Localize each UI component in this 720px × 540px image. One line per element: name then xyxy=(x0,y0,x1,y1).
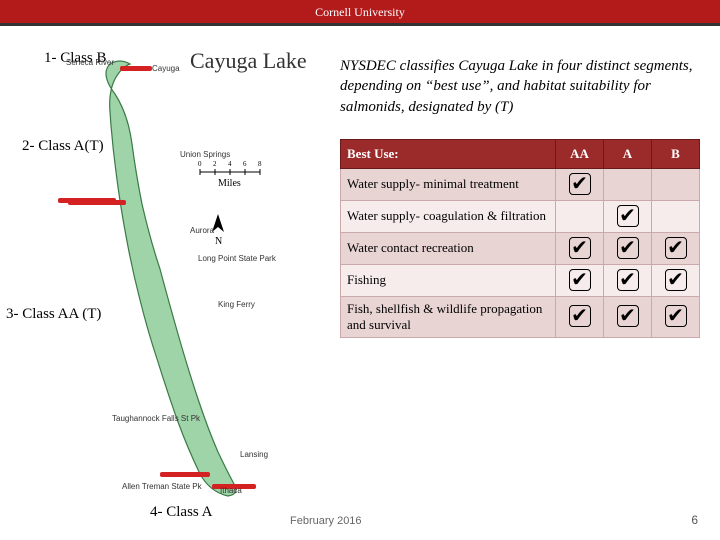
check-icon: ✔ xyxy=(617,305,639,327)
check-icon: ✔ xyxy=(617,205,639,227)
map-point-9: Allen Treman State Pk xyxy=(122,482,202,491)
svg-text:8: 8 xyxy=(258,160,262,168)
north-label: N xyxy=(215,236,222,247)
check-icon: ✔ xyxy=(665,305,687,327)
description-text: NYSDEC classifies Cayuga Lake in four di… xyxy=(340,56,700,117)
th-bestuse: Best Use: xyxy=(341,139,556,168)
row-label: Fish, shellfish & wildlife propagation a… xyxy=(341,296,556,337)
svg-text:6: 6 xyxy=(243,160,247,168)
segment-divider-2 xyxy=(68,200,126,205)
cell-b: ✔ xyxy=(652,296,700,337)
check-icon: ✔ xyxy=(617,269,639,291)
table-row: Water contact recreation ✔ ✔ ✔ xyxy=(341,232,700,264)
map-label-class-a: 4- Class A xyxy=(150,504,213,521)
cell-b xyxy=(652,200,700,232)
right-column: NYSDEC classifies Cayuga Lake in four di… xyxy=(340,56,700,338)
cell-a: ✔ xyxy=(604,296,652,337)
cell-b xyxy=(652,168,700,200)
row-label: Water supply- coagulation & filtration xyxy=(341,200,556,232)
segment-divider-3 xyxy=(160,472,210,477)
scale-label: Miles xyxy=(218,178,241,189)
lake-shape: 0 2 4 6 8 Miles N xyxy=(60,54,290,514)
cell-a xyxy=(604,168,652,200)
map-area: Cayuga Lake 0 2 4 6 8 Miles xyxy=(0,26,330,537)
table-row: Fishing ✔ ✔ ✔ xyxy=(341,264,700,296)
cell-a: ✔ xyxy=(604,232,652,264)
cell-aa: ✔ xyxy=(556,232,604,264)
map-point-2: Union Springs xyxy=(180,150,230,159)
check-icon: ✔ xyxy=(617,237,639,259)
map-label-class-aat: 3- Class AA (T) xyxy=(6,306,101,323)
check-icon: ✔ xyxy=(569,173,591,195)
segment-divider-0 xyxy=(120,66,152,71)
map-point-3: Aurora xyxy=(190,226,214,235)
svg-text:2: 2 xyxy=(213,160,217,168)
map-point-6: Taughannock Falls St Pk xyxy=(112,414,200,423)
th-a: A xyxy=(604,139,652,168)
check-icon: ✔ xyxy=(665,237,687,259)
th-aa: AA xyxy=(556,139,604,168)
cell-aa: ✔ xyxy=(556,296,604,337)
cell-b: ✔ xyxy=(652,264,700,296)
slide-content: Cayuga Lake 0 2 4 6 8 Miles xyxy=(0,26,720,537)
cell-a: ✔ xyxy=(604,264,652,296)
cell-aa xyxy=(556,200,604,232)
row-label: Water supply- minimal treatment xyxy=(341,168,556,200)
row-label: Fishing xyxy=(341,264,556,296)
footer-page: 6 xyxy=(691,513,698,527)
cell-aa: ✔ xyxy=(556,168,604,200)
university-name: Cornell University xyxy=(315,5,405,19)
check-icon: ✔ xyxy=(665,269,687,291)
cell-aa: ✔ xyxy=(556,264,604,296)
svg-text:0: 0 xyxy=(198,160,202,168)
table-row: Water supply- minimal treatment ✔ xyxy=(341,168,700,200)
check-icon: ✔ xyxy=(569,305,591,327)
map-point-5: King Ferry xyxy=(218,300,255,309)
map-point-1: Cayuga xyxy=(152,64,180,73)
map-point-4: Long Point State Park xyxy=(198,254,276,263)
th-b: B xyxy=(652,139,700,168)
table-row: Water supply- coagulation & filtration ✔ xyxy=(341,200,700,232)
map-point-7: Lansing xyxy=(240,450,268,459)
check-icon: ✔ xyxy=(569,269,591,291)
map-point-0: Seneca River xyxy=(66,58,114,67)
row-label: Water contact recreation xyxy=(341,232,556,264)
map-point-8: Ithaca xyxy=(220,486,242,495)
cell-a: ✔ xyxy=(604,200,652,232)
footer-date: February 2016 xyxy=(290,515,362,527)
best-use-table: Best Use: AA A B Water supply- minimal t… xyxy=(340,139,700,338)
table-row: Fish, shellfish & wildlife propagation a… xyxy=(341,296,700,337)
header-bar: Cornell University xyxy=(0,0,720,26)
check-icon: ✔ xyxy=(569,237,591,259)
map-label-class-at: 2- Class A(T) xyxy=(22,138,104,155)
svg-text:4: 4 xyxy=(228,160,232,168)
cell-b: ✔ xyxy=(652,232,700,264)
